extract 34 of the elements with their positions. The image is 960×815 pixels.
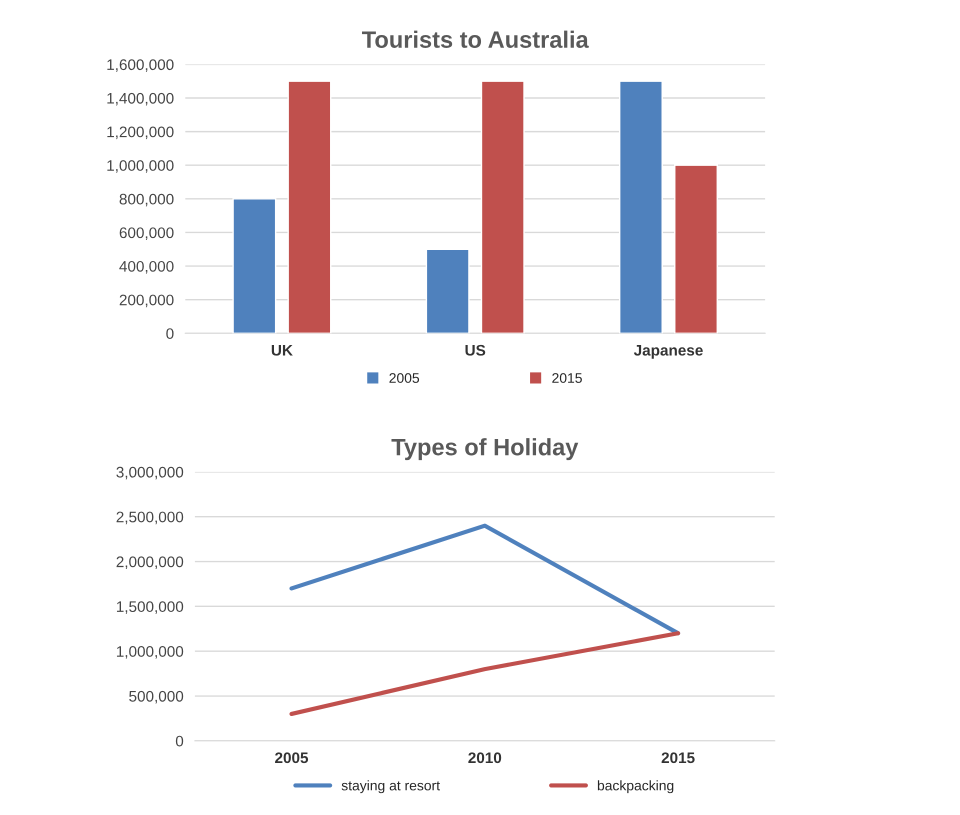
y-tick-label: 1,600,000	[107, 59, 174, 72]
bar	[618, 80, 663, 334]
y-tick-label: 0	[166, 328, 174, 340]
y-tick-label: 400,000	[119, 260, 174, 274]
x-tick-label: Japanese	[634, 345, 703, 359]
legend-label: staying at resort	[342, 780, 440, 794]
x-tick-label: 2005	[275, 752, 308, 764]
legend-label: backpacking	[598, 780, 674, 794]
y-tick-label: 2,000,000	[116, 556, 184, 570]
x-tick-label: 2015	[662, 752, 695, 764]
bar	[674, 164, 718, 334]
legend-label: 2015	[552, 373, 582, 383]
y-tick-label: 200,000	[120, 294, 174, 308]
y-tick-label: 1,000,000	[116, 646, 184, 659]
bar	[480, 80, 525, 334]
legend-label: 2005	[389, 373, 420, 383]
y-tick-label: 0	[176, 736, 184, 747]
bar	[232, 198, 276, 334]
y-tick-label: 2,500,000	[116, 512, 184, 524]
y-tick-label: 1,500,000	[116, 601, 184, 614]
x-tick-label: UK	[272, 345, 293, 356]
y-tick-label: 500,000	[129, 690, 184, 704]
y-tick-label: 1,400,000	[107, 92, 174, 106]
chart-title: Tourists to Australia	[362, 30, 589, 48]
x-tick-label: 2010	[468, 752, 502, 764]
y-tick-label: 3,000,000	[116, 466, 184, 480]
chart-title: Types of Holiday	[391, 438, 578, 460]
bar	[288, 80, 332, 334]
x-tick-label: US	[466, 344, 486, 356]
y-tick-label: 1,000,000	[107, 160, 174, 173]
y-tick-label: 800,000	[120, 194, 174, 206]
bar	[426, 248, 470, 334]
y-tick-label: 600,000	[120, 227, 174, 240]
y-tick-label: 1,200,000	[107, 126, 174, 140]
